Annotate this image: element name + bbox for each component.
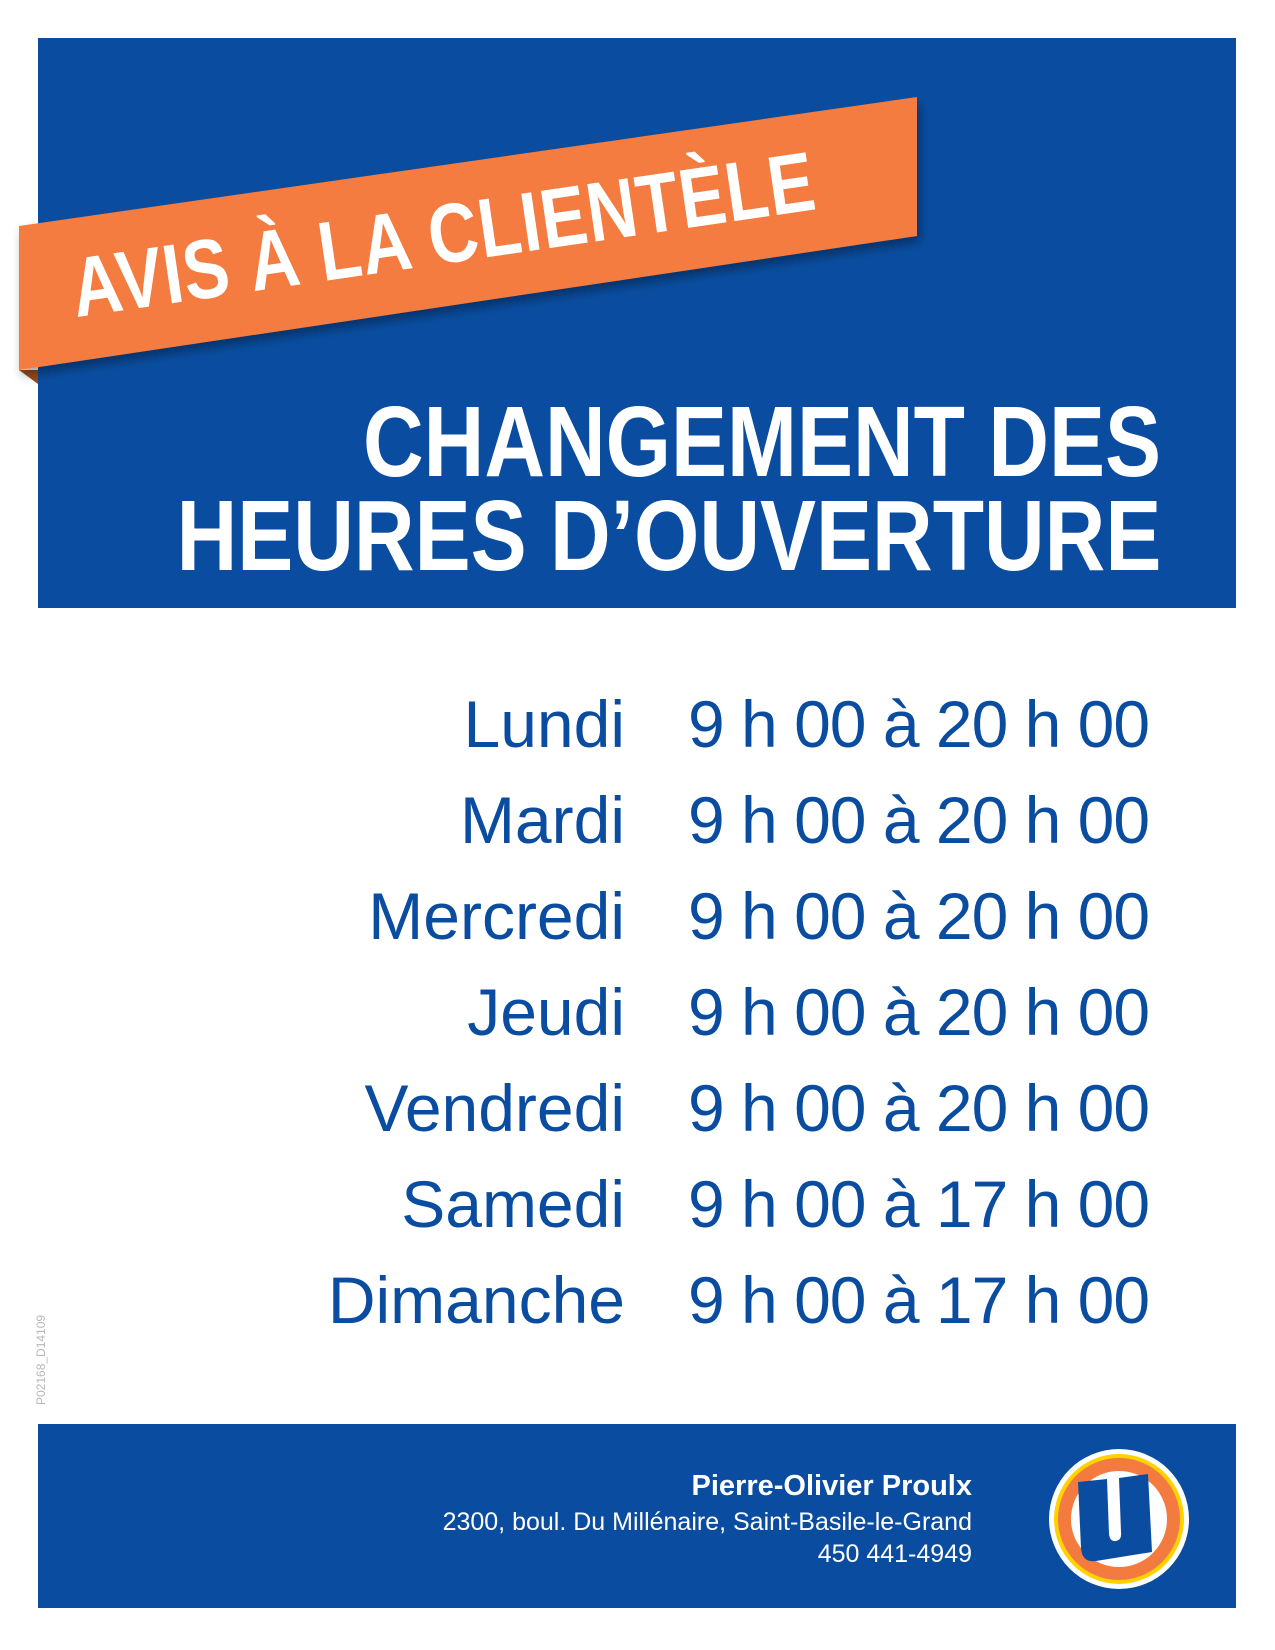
page-title-line2: HEURES D’OUVERTURE <box>176 480 1161 592</box>
hours-row: Lundi 9 h 00 à 20 h 00 <box>0 676 1275 772</box>
hours-row: Jeudi 9 h 00 à 20 h 00 <box>0 964 1275 1060</box>
footer-panel: Pierre-Olivier Proulx 2300, boul. Du Mil… <box>38 1424 1236 1608</box>
day-label: Jeudi <box>467 975 625 1049</box>
page-title-line1: CHANGEMENT DES <box>362 386 1161 498</box>
store-address: 2300, boul. Du Millénaire, Saint-Basile-… <box>442 1508 972 1536</box>
store-owner-name: Pierre-Olivier Proulx <box>691 1470 972 1502</box>
day-label: Mercredi <box>368 879 625 953</box>
uniprix-logo-icon <box>1049 1449 1189 1589</box>
day-label: Lundi <box>463 687 626 761</box>
hours-row: Mercredi 9 h 00 à 20 h 00 <box>0 868 1275 964</box>
time-range: 9 h 00 à 17 h 00 <box>688 1167 1150 1241</box>
time-range: 9 h 00 à 20 h 00 <box>688 975 1150 1049</box>
time-range: 9 h 00 à 17 h 00 <box>688 1263 1150 1337</box>
document-code: P02168_D14109 <box>34 1314 48 1405</box>
hours-row: Samedi 9 h 00 à 17 h 00 <box>0 1156 1275 1252</box>
time-range: 9 h 00 à 20 h 00 <box>688 783 1150 857</box>
hours-row: Vendredi 9 h 00 à 20 h 00 <box>0 1060 1275 1156</box>
day-label: Vendredi <box>364 1071 625 1145</box>
hours-row: Dimanche 9 h 00 à 17 h 00 <box>0 1252 1275 1348</box>
store-phone: 450 441-4949 <box>817 1540 972 1568</box>
day-label: Dimanche <box>327 1263 625 1337</box>
ribbon-fold <box>19 370 38 384</box>
ribbon-band <box>19 97 917 370</box>
time-range: 9 h 00 à 20 h 00 <box>688 1071 1150 1145</box>
day-label: Mardi <box>459 783 625 857</box>
banner-ribbon <box>19 97 917 384</box>
time-range: 9 h 00 à 20 h 00 <box>688 687 1150 761</box>
time-range: 9 h 00 à 20 h 00 <box>688 879 1150 953</box>
hours-row: Mardi 9 h 00 à 20 h 00 <box>0 772 1275 868</box>
day-label: Samedi <box>401 1167 625 1241</box>
